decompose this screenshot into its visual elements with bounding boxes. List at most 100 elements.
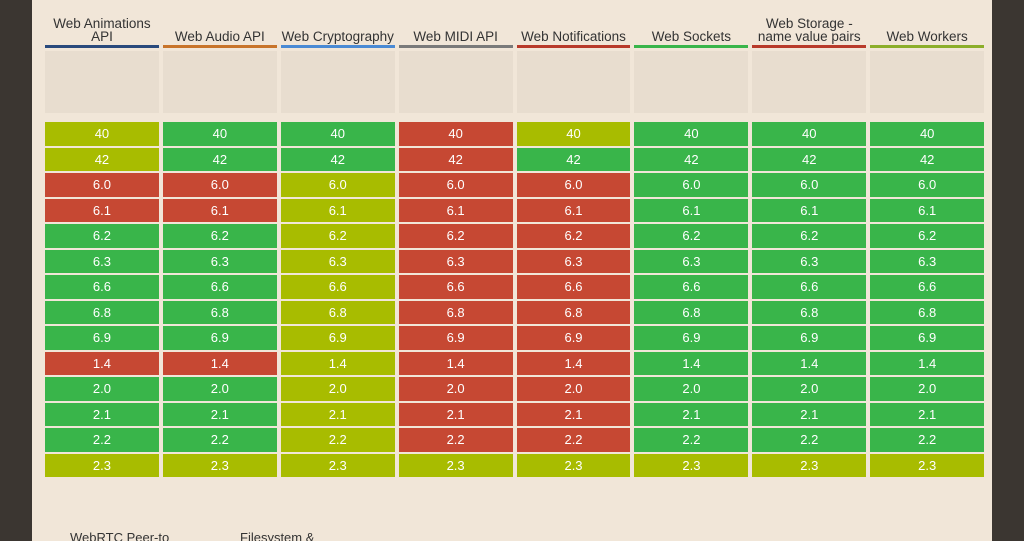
support-cell[interactable]: 42: [280, 147, 395, 171]
support-cell[interactable]: 6.2: [398, 224, 513, 248]
support-cell[interactable]: 6.9: [752, 326, 867, 350]
support-cell[interactable]: 2.2: [45, 428, 159, 452]
support-cell[interactable]: 40: [516, 122, 631, 146]
support-cell[interactable]: 2.0: [870, 377, 985, 401]
support-cell[interactable]: 2.3: [45, 453, 159, 477]
support-cell[interactable]: 6.0: [280, 173, 395, 197]
support-cell[interactable]: 1.4: [752, 351, 867, 375]
support-cell[interactable]: 6.2: [752, 224, 867, 248]
support-cell[interactable]: 40: [280, 122, 395, 146]
feature-header[interactable]: Web Notifications: [521, 29, 626, 44]
support-cell[interactable]: 42: [752, 147, 867, 171]
support-cell[interactable]: 1.4: [516, 351, 631, 375]
support-cell[interactable]: 6.3: [516, 249, 631, 273]
support-cell[interactable]: 6.6: [398, 275, 513, 299]
support-cell[interactable]: 42: [398, 147, 513, 171]
feature-header[interactable]: Web Sockets: [651, 29, 732, 44]
support-cell[interactable]: 6.2: [870, 224, 985, 248]
support-cell[interactable]: 6.6: [280, 275, 395, 299]
support-cell[interactable]: 6.0: [516, 173, 631, 197]
support-cell[interactable]: 6.2: [516, 224, 631, 248]
support-cell[interactable]: 6.9: [162, 326, 277, 350]
support-cell[interactable]: 6.2: [45, 224, 159, 248]
support-cell[interactable]: 42: [634, 147, 749, 171]
support-cell[interactable]: 40: [634, 122, 749, 146]
feature-header[interactable]: Web Animations API: [53, 16, 151, 44]
support-cell[interactable]: 6.0: [398, 173, 513, 197]
support-cell[interactable]: 2.0: [752, 377, 867, 401]
support-cell[interactable]: 6.9: [516, 326, 631, 350]
support-cell[interactable]: 40: [162, 122, 277, 146]
support-cell[interactable]: 6.1: [752, 198, 867, 222]
support-cell[interactable]: 6.0: [634, 173, 749, 197]
support-cell[interactable]: 40: [398, 122, 513, 146]
support-cell[interactable]: 42: [162, 147, 277, 171]
support-cell[interactable]: 6.3: [634, 249, 749, 273]
support-cell[interactable]: 1.4: [634, 351, 749, 375]
support-cell[interactable]: 2.2: [870, 428, 985, 452]
support-cell[interactable]: 2.3: [516, 453, 631, 477]
support-cell[interactable]: 6.1: [398, 198, 513, 222]
support-cell[interactable]: 6.3: [162, 249, 277, 273]
support-cell[interactable]: 6.9: [870, 326, 985, 350]
support-cell[interactable]: 2.3: [162, 453, 277, 477]
support-cell[interactable]: 1.4: [45, 351, 159, 375]
support-cell[interactable]: 2.1: [634, 402, 749, 426]
feature-header[interactable]: Web Cryptography: [281, 29, 394, 44]
support-cell[interactable]: 6.1: [870, 198, 985, 222]
support-cell[interactable]: 6.6: [634, 275, 749, 299]
support-cell[interactable]: 6.1: [45, 198, 159, 222]
support-cell[interactable]: 2.1: [516, 402, 631, 426]
support-cell[interactable]: 2.0: [162, 377, 277, 401]
support-cell[interactable]: 2.0: [516, 377, 631, 401]
support-cell[interactable]: 6.1: [280, 198, 395, 222]
footer-feature-filesystem[interactable]: Filesystem &: [240, 530, 315, 541]
support-cell[interactable]: 42: [45, 147, 159, 171]
support-cell[interactable]: 2.2: [516, 428, 631, 452]
support-cell[interactable]: 6.1: [516, 198, 631, 222]
feature-header[interactable]: Web MIDI API: [413, 29, 498, 44]
support-cell[interactable]: 6.3: [398, 249, 513, 273]
support-cell[interactable]: 2.3: [634, 453, 749, 477]
support-cell[interactable]: 42: [516, 147, 631, 171]
support-cell[interactable]: 2.1: [45, 402, 159, 426]
support-cell[interactable]: 6.0: [162, 173, 277, 197]
support-cell[interactable]: 6.0: [45, 173, 159, 197]
support-cell[interactable]: 6.6: [752, 275, 867, 299]
support-cell[interactable]: 6.6: [516, 275, 631, 299]
support-cell[interactable]: 6.2: [634, 224, 749, 248]
support-cell[interactable]: 40: [752, 122, 867, 146]
support-cell[interactable]: 6.8: [752, 300, 867, 324]
support-cell[interactable]: 1.4: [280, 351, 395, 375]
support-cell[interactable]: 2.2: [162, 428, 277, 452]
support-cell[interactable]: 6.9: [398, 326, 513, 350]
support-cell[interactable]: 6.0: [870, 173, 985, 197]
support-cell[interactable]: 6.3: [870, 249, 985, 273]
feature-header[interactable]: Web Storage - name value pairs: [757, 16, 861, 44]
support-cell[interactable]: 40: [870, 122, 985, 146]
support-cell[interactable]: 2.1: [870, 402, 985, 426]
support-cell[interactable]: 6.6: [162, 275, 277, 299]
support-cell[interactable]: 2.3: [398, 453, 513, 477]
support-cell[interactable]: 1.4: [398, 351, 513, 375]
support-cell[interactable]: 2.0: [280, 377, 395, 401]
footer-feature-webrtc[interactable]: WebRTC Peer-to: [70, 530, 170, 541]
support-cell[interactable]: 2.3: [752, 453, 867, 477]
support-cell[interactable]: 6.1: [634, 198, 749, 222]
support-cell[interactable]: 2.3: [870, 453, 985, 477]
support-cell[interactable]: 1.4: [870, 351, 985, 375]
support-cell[interactable]: 6.8: [280, 300, 395, 324]
support-cell[interactable]: 6.8: [516, 300, 631, 324]
support-cell[interactable]: 6.3: [752, 249, 867, 273]
support-cell[interactable]: 6.9: [280, 326, 395, 350]
support-cell[interactable]: 2.1: [162, 402, 277, 426]
support-cell[interactable]: 6.2: [280, 224, 395, 248]
support-cell[interactable]: 6.8: [162, 300, 277, 324]
support-cell[interactable]: 6.9: [45, 326, 159, 350]
feature-header[interactable]: Web Audio API: [174, 29, 265, 44]
support-cell[interactable]: 6.3: [45, 249, 159, 273]
support-cell[interactable]: 2.0: [398, 377, 513, 401]
support-cell[interactable]: 1.4: [162, 351, 277, 375]
support-cell[interactable]: 6.6: [870, 275, 985, 299]
support-cell[interactable]: 2.0: [45, 377, 159, 401]
